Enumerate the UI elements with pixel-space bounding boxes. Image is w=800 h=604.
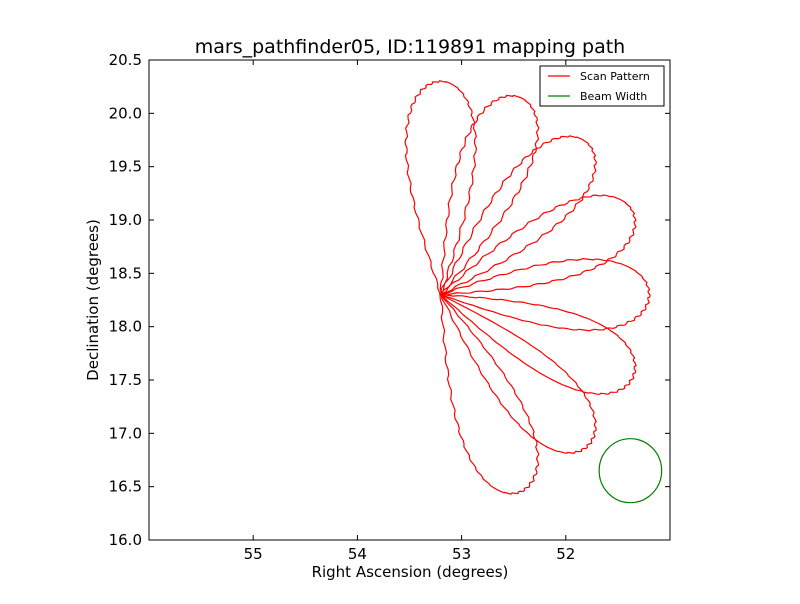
scan-pattern-line	[404, 80, 651, 495]
beam-width-series	[598, 438, 663, 504]
x-axis-label: Right Ascension (degrees)	[312, 563, 509, 581]
y-axis: 16.0 16.5 17.0 17.5 18.0 18.5 19.0 19.5 20.0 20.5	[109, 51, 670, 549]
plot-area	[148, 59, 671, 541]
y-tick-label: 18.5	[109, 264, 142, 282]
y-tick-label: 16.5	[109, 478, 142, 496]
legend-label-scan-pattern: Scan Pattern	[580, 70, 650, 83]
legend: Scan Pattern Beam Width	[539, 65, 665, 107]
plot-frame	[148, 59, 671, 541]
scan-pattern-series	[404, 80, 651, 495]
x-axis: 55 54 53 52	[244, 60, 575, 563]
legend-label-beam-width: Beam Width	[580, 90, 647, 103]
chart-title: mars_pathfinder05, ID:119891 mapping pat…	[195, 36, 625, 58]
y-tick-label: 19.5	[109, 158, 142, 176]
y-tick-label: 16.0	[109, 531, 142, 549]
y-tick-label: 17.0	[109, 424, 142, 442]
x-tick-label: 55	[244, 545, 263, 563]
y-tick-label: 20.0	[109, 104, 142, 122]
x-tick-label: 53	[452, 545, 471, 563]
y-tick-label: 17.5	[109, 371, 142, 389]
beam-width-circle	[598, 438, 663, 504]
x-tick-label: 54	[348, 545, 367, 563]
legend-box	[539, 65, 665, 107]
y-tick-label: 18.0	[109, 318, 142, 336]
y-tick-label: 19.0	[109, 211, 142, 229]
y-axis-label: Declination (degrees)	[84, 219, 102, 381]
x-tick-label: 52	[556, 545, 575, 563]
y-tick-label: 20.5	[109, 51, 142, 69]
